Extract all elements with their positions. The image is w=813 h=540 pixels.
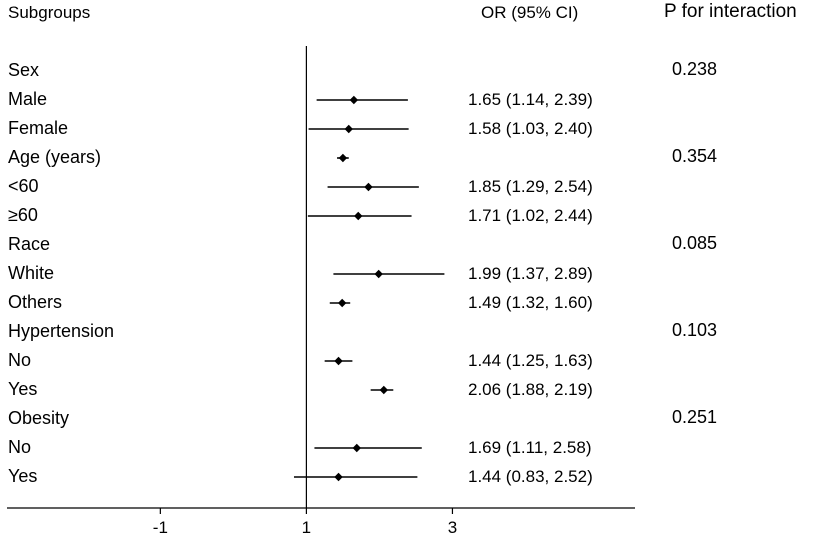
p-interaction-value: 0.103 (672, 320, 718, 340)
p-interaction-value: 0.251 (672, 407, 718, 427)
subgroup-label: Female (8, 118, 69, 138)
subgroup-label: No (8, 437, 32, 457)
or-point (374, 269, 383, 279)
p-interaction-header: P for interaction (664, 1, 797, 22)
or-ci-value: 2.06 (1.88, 2.19) (468, 380, 593, 399)
or-point (354, 211, 363, 221)
or-point (338, 153, 348, 163)
subgroup-label: Obesity (8, 408, 70, 428)
or-point (352, 443, 361, 453)
or-point (334, 472, 343, 482)
subgroup-label: Others (8, 292, 63, 312)
or-ci-value: 1.44 (0.83, 2.52) (468, 467, 593, 486)
subgroup-label: White (8, 263, 55, 283)
or-point (334, 356, 343, 366)
subgroup-label: <60 (8, 176, 39, 196)
p-interaction-value: 0.238 (672, 59, 718, 79)
p-interaction-value: 0.085 (672, 233, 718, 253)
subgroup-label: Yes (8, 466, 38, 486)
subgroup-label: Hypertension (8, 321, 115, 341)
p-interaction-value: 0.354 (672, 146, 718, 166)
or-ci-value: 1.44 (1.25, 1.63) (468, 351, 593, 370)
subgroup-label: Yes (8, 379, 38, 399)
subgroup-label: Male (8, 89, 48, 109)
or-ci-value: 1.58 (1.03, 2.40) (468, 119, 593, 138)
or-ci-value: 1.69 (1.11, 2.58) (468, 438, 592, 457)
or-point (379, 385, 388, 395)
x-tick-label: -1 (153, 518, 168, 537)
or-ci-value: 1.49 (1.32, 1.60) (468, 293, 593, 312)
or-point (337, 298, 347, 308)
x-tick-label: 3 (448, 518, 457, 537)
subgroup-label: Race (8, 234, 51, 254)
or-point (344, 124, 353, 134)
x-tick-label: 1 (302, 518, 311, 537)
subgroups-header: Subgroups (8, 3, 91, 22)
subgroup-label: Age (years) (8, 147, 102, 167)
subgroup-label: Sex (8, 60, 40, 80)
or-point (349, 95, 359, 105)
subgroup-label: ≥60 (8, 205, 38, 225)
or-ci-value: 1.71 (1.02, 2.44) (468, 206, 593, 225)
or-point (364, 182, 373, 192)
or-ci-value: 1.65 (1.14, 2.39) (468, 90, 593, 109)
or-ci-value: 1.99 (1.37, 2.89) (468, 264, 593, 283)
or-ci-value: 1.85 (1.29, 2.54) (468, 177, 593, 196)
subgroup-label: No (8, 350, 32, 370)
or-ci-header: OR (95% CI) (481, 3, 579, 22)
